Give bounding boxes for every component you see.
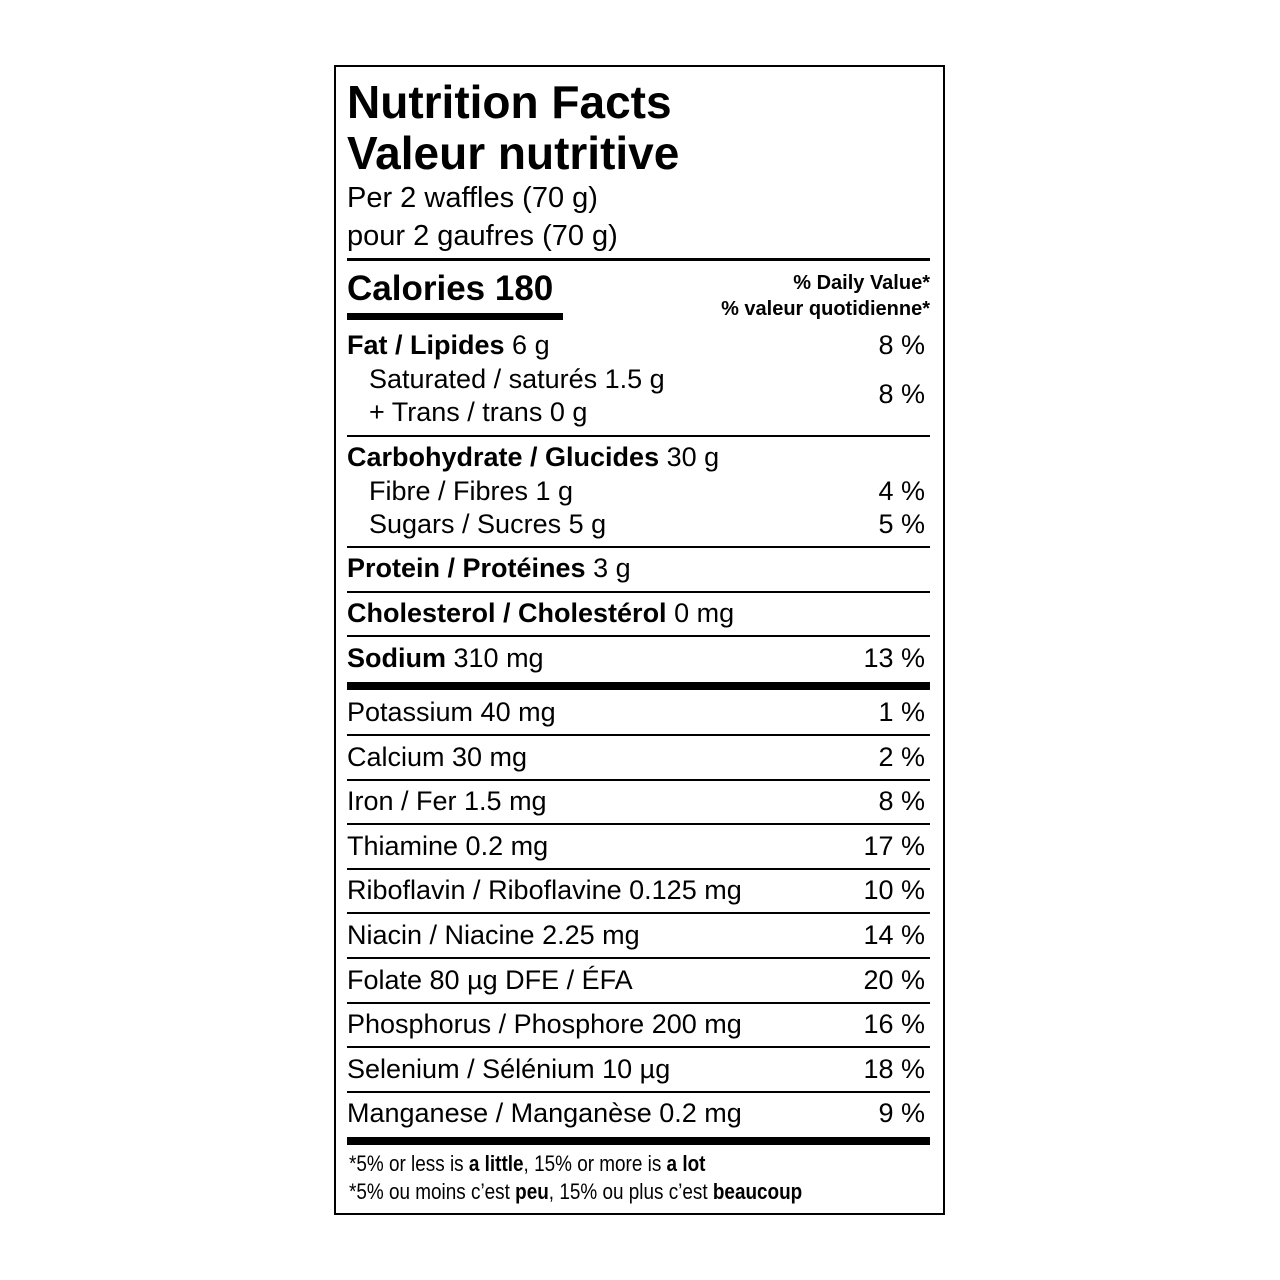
title-fr: Valeur nutritive [347,127,680,179]
micronutrient-row: Riboflavin / Riboflavine 0.125 mg 10 % [347,872,930,908]
divider [347,823,930,825]
divider [347,912,930,914]
divider [347,1002,930,1004]
micronutrient-dv: 17 % [863,830,925,861]
divider [347,635,930,637]
sodium-dv: 13 % [863,643,925,673]
footnote-bold: a little [468,1151,524,1176]
carbohydrate-row: Carbohydrate / Glucides 30 g [347,439,930,475]
micronutrient-dv: 8 % [878,786,925,817]
daily-value-header-en: % Daily Value* [793,272,930,294]
divider [347,1046,930,1048]
fibre-row: Fibre / Fibres 1 g 4 % [369,473,930,509]
micronutrient-row: Thiamine 0.2 mg 17 % [347,828,930,864]
fibre-dv: 4 % [878,476,925,506]
micronutrient-row: Manganese / Manganèse 0.2 mg 9 % [347,1095,930,1131]
micronutrient-label: Manganese / Manganèse 0.2 mg [347,1098,742,1129]
serving-size-fr: pour 2 gaufres (70 g) [347,220,618,252]
footnote-text: *5% ou moins c’est [349,1179,516,1204]
divider [347,734,930,736]
trans-label: + Trans / trans 0 g [369,397,588,427]
micronutrient-dv: 2 % [878,741,925,772]
micronutrient-dv: 10 % [863,875,925,906]
cholesterol-label: Cholesterol / Cholestérol [347,598,667,628]
fat-dv: 8 % [878,330,925,360]
protein-label: Protein / Protéines [347,553,586,583]
sugars-dv: 5 % [878,509,925,539]
footnote-bold: beaucoup [712,1179,803,1204]
footnote-en: *5% or less is a little, 15% or more is … [349,1151,705,1177]
calories: Calories 180 [347,271,553,306]
micronutrient-row: Iron / Fer 1.5 mg 8 % [347,783,930,819]
footnote-bold: peu [515,1179,549,1204]
nutrition-facts-panel [334,65,945,1215]
sodium-row: Sodium 310 mg 13 % [347,640,930,676]
divider [347,258,930,261]
micronutrient-dv: 20 % [863,964,925,995]
micronutrient-label: Folate 80 µg DFE / ÉFA [347,964,633,995]
sodium-label: Sodium [347,643,446,673]
micronutrient-label: Phosphorus / Phosphore 200 mg [347,1009,742,1040]
daily-value-header-fr: % valeur quotidienne* [721,298,930,320]
divider [347,435,930,437]
footnote-text: *5% or less is [349,1151,469,1176]
cholesterol-amount: 0 mg [674,598,735,628]
micronutrient-row: Niacin / Niacine 2.25 mg 14 % [347,917,930,953]
calories-label: Calories [347,269,486,308]
fat-row: Fat / Lipides 6 g 8 % [347,327,930,363]
saturated-row: Saturated / saturés 1.5 g [369,361,930,397]
divider [347,546,930,548]
footnote-bold: a lot [666,1151,706,1176]
footnote-text: , 15% ou plus c’est [548,1179,713,1204]
divider [347,591,930,593]
micronutrient-row: Folate 80 µg DFE / ÉFA 20 % [347,962,930,998]
thick-divider [347,1137,930,1145]
trans-row: + Trans / trans 0 g [369,394,930,430]
micronutrient-dv: 1 % [878,697,925,727]
micronutrient-row: Potassium 40 mg 1 % [347,694,930,730]
micronutrient-row: Calcium 30 mg 2 % [347,739,930,775]
serving-size-en: Per 2 waffles (70 g) [347,182,598,214]
calories-value: 180 [494,269,554,308]
micronutrient-row: Phosphorus / Phosphore 200 mg 16 % [347,1006,930,1042]
micronutrient-label: Selenium / Sélénium 10 µg [347,1053,671,1084]
carbohydrate-label: Carbohydrate / Glucides [347,442,660,472]
divider [347,957,930,959]
micronutrient-label: Potassium 40 mg [347,697,556,727]
micronutrient-row: Selenium / Sélénium 10 µg 18 % [347,1051,930,1087]
micronutrient-label: Thiamine 0.2 mg [347,830,549,861]
fat-label: Fat / Lipides [347,330,505,360]
divider [347,868,930,870]
protein-row: Protein / Protéines 3 g [347,550,930,586]
micronutrient-label: Calcium 30 mg [347,741,528,772]
micronutrient-dv: 14 % [863,920,925,950]
cholesterol-row: Cholesterol / Cholestérol 0 mg [347,595,930,631]
sugars-label: Sugars / Sucres 5 g [369,509,607,539]
fibre-label: Fibre / Fibres 1 g [369,476,574,506]
sugars-row: Sugars / Sucres 5 g 5 % [369,506,930,542]
divider [347,779,930,781]
calories-bar [347,313,563,320]
micronutrient-dv: 16 % [863,1009,925,1040]
divider [347,1091,930,1093]
micronutrient-dv: 9 % [878,1098,925,1129]
carbohydrate-amount: 30 g [666,442,720,472]
micronutrient-label: Iron / Fer 1.5 mg [347,786,547,817]
thick-divider [347,682,930,690]
title-en: Nutrition Facts [347,76,672,128]
protein-amount: 3 g [593,553,631,583]
fat-amount: 6 g [512,330,550,360]
footnote-text: , 15% or more is [523,1151,667,1176]
sodium-amount: 310 mg [453,643,544,673]
micronutrient-dv: 18 % [863,1053,925,1084]
micronutrient-label: Riboflavin / Riboflavine 0.125 mg [347,875,742,906]
micronutrient-label: Niacin / Niacine 2.25 mg [347,920,640,950]
footnote-fr: *5% ou moins c’est peu, 15% ou plus c’es… [349,1179,802,1205]
saturated-label: Saturated / saturés 1.5 g [369,364,665,394]
